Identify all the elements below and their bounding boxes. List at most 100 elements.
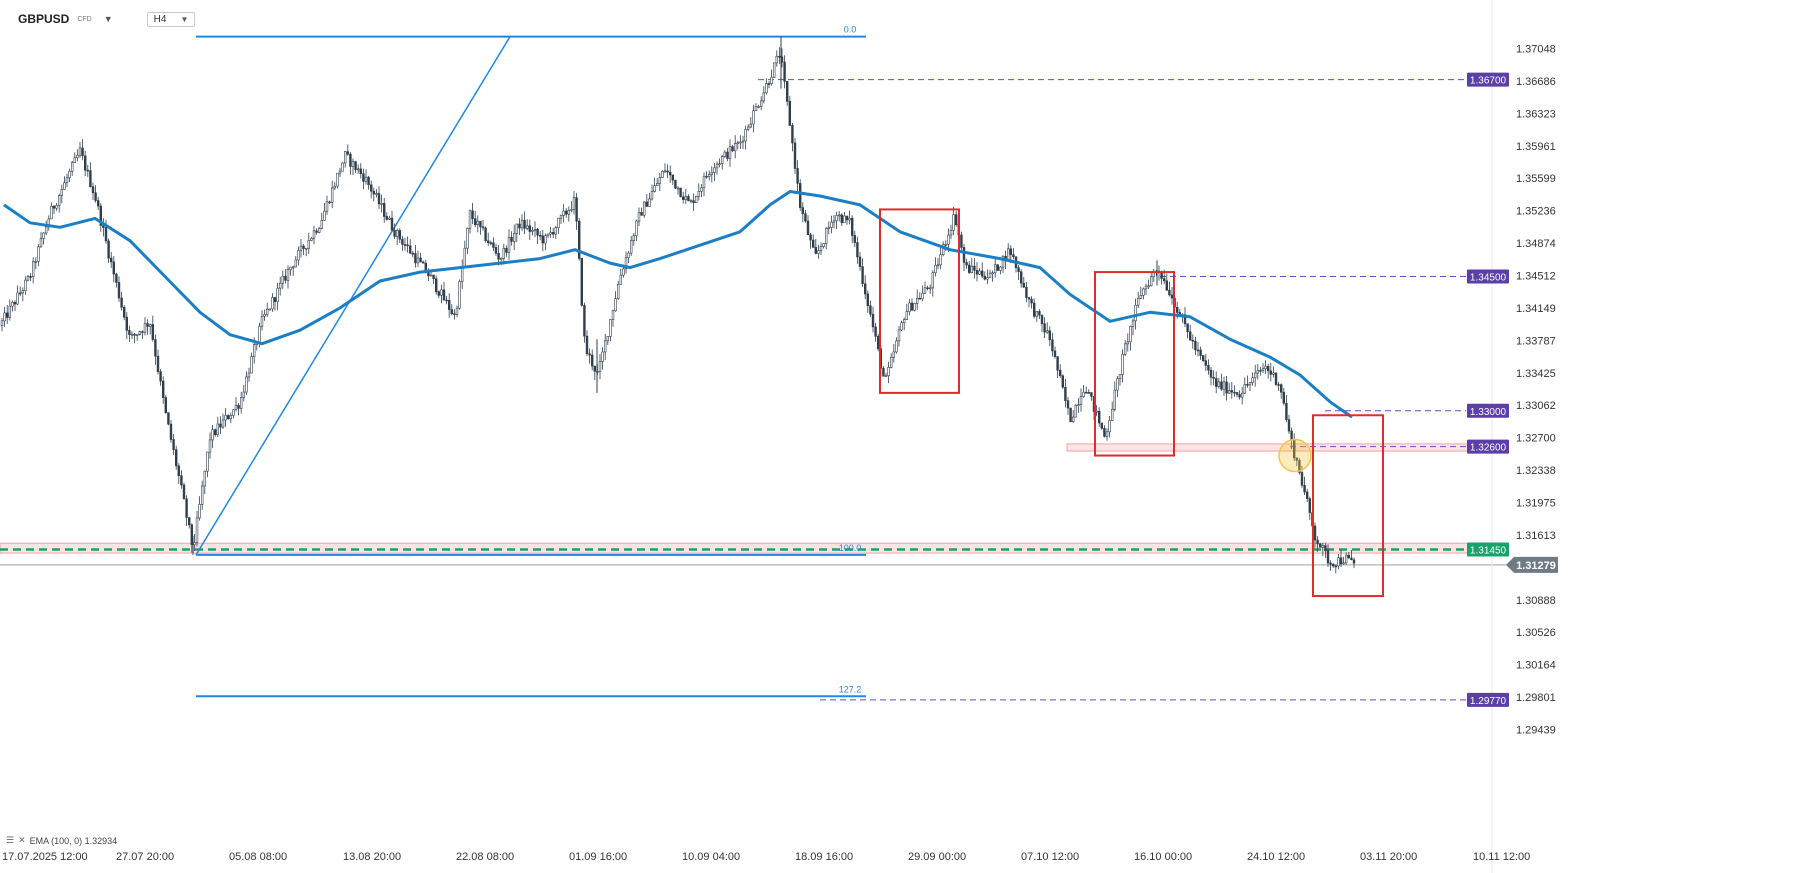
highlight-box-0[interactable] — [879, 208, 960, 394]
candle-body-348 — [905, 311, 909, 320]
candle-body-179 — [466, 228, 469, 249]
candle-body-55 — [143, 323, 147, 333]
candle-body-172 — [447, 299, 451, 310]
candle-body-248 — [645, 201, 649, 207]
symbol-dropdown-icon[interactable]: ▼ — [103, 14, 113, 24]
candle-body-251 — [653, 185, 656, 192]
candle-body-164 — [427, 272, 430, 277]
price-tick-9: 1.33787 — [1516, 335, 1556, 347]
highlight-boxes-layer[interactable] — [879, 208, 1384, 598]
candle-body-37 — [97, 200, 100, 207]
candle-body-365 — [949, 229, 953, 236]
time-axis[interactable]: 17.07.2025 12:00 27.07 20:00 05.08 08:00 13… — [2, 851, 1530, 863]
candle-body-8 — [21, 290, 24, 294]
highlight-box-1[interactable] — [1094, 271, 1175, 457]
candle-body-378 — [983, 275, 987, 280]
candle-body-53 — [138, 331, 141, 335]
candle-body-245 — [637, 212, 641, 222]
candle-body-448 — [1165, 280, 1169, 291]
candle-body-244 — [635, 220, 638, 237]
levels-layer — [0, 79, 1506, 701]
candle-body-255 — [663, 170, 667, 173]
fib-trend-line[interactable] — [195, 36, 511, 556]
candle-body-90 — [234, 404, 238, 411]
candle-body-265 — [689, 200, 693, 202]
candle-body-432 — [1124, 343, 1127, 355]
candle-body-306 — [796, 168, 799, 184]
candle-body-202 — [525, 225, 529, 229]
price-axis[interactable]: 1.37048 1.36686 1.36323 1.35961 1.35599 1.352… — [1491, 0, 1556, 873]
candle-body-477 — [1241, 392, 1244, 398]
candle-body-344 — [895, 340, 898, 353]
candle-body-490 — [1274, 372, 1278, 385]
candle-body-219 — [570, 209, 573, 211]
candle-body-162 — [421, 261, 425, 264]
candle-body-169 — [440, 289, 443, 296]
candle-body-334 — [869, 305, 872, 315]
candle-body-49 — [128, 330, 131, 335]
close-icon[interactable]: ✕ — [18, 835, 26, 845]
candle-body-292 — [759, 100, 763, 107]
supply-demand-zone-0 — [1066, 443, 1483, 452]
candle-body-366 — [952, 214, 955, 231]
candle-body-50 — [130, 333, 134, 336]
candle-body-117 — [304, 247, 308, 250]
candle-body-64 — [167, 412, 170, 425]
candle-body-233 — [606, 336, 610, 342]
candle-body-68 — [177, 465, 180, 476]
candle-body-221 — [575, 197, 578, 222]
candle-body-293 — [762, 92, 766, 102]
candle-body-131 — [341, 162, 344, 172]
candle-body-416 — [1082, 391, 1085, 397]
fibonacci-layer[interactable]: 0.0 100.0 127.2 — [195, 25, 866, 698]
candle-body-94 — [245, 376, 248, 393]
candle-body-343 — [892, 351, 896, 358]
candle-body-345 — [897, 329, 901, 342]
candle-body-425 — [1105, 431, 1109, 437]
candle-body-126 — [328, 201, 331, 204]
timeframe-selector[interactable]: H4 ▼ — [146, 11, 196, 27]
highlight-box-2[interactable] — [1312, 414, 1384, 598]
candle-body-218 — [567, 210, 571, 215]
price-tick-17: 1.30888 — [1516, 595, 1556, 607]
candle-body-19 — [50, 205, 53, 220]
candle-body-360 — [936, 264, 940, 267]
candle-body-128 — [333, 185, 336, 189]
candle-body-35 — [91, 186, 95, 194]
candle-body-212 — [551, 232, 555, 235]
support-level-label-bg — [1467, 542, 1509, 557]
price-tick-0: 1.37048 — [1516, 44, 1556, 56]
candle-body-330 — [858, 256, 862, 267]
candle-body-276 — [718, 163, 721, 166]
current-price-label: 1.31279 — [1516, 560, 1556, 572]
candle-body-483 — [1256, 370, 1260, 374]
symbol-name[interactable]: GBPUSD — [18, 12, 70, 26]
candle-body-256 — [666, 170, 669, 173]
candle-body-113 — [294, 259, 297, 268]
candle-body-311 — [809, 234, 812, 241]
candle-body-411 — [1069, 407, 1072, 422]
candle-body-238 — [619, 274, 623, 285]
candle-body-294 — [765, 83, 768, 94]
candle-body-458 — [1191, 339, 1195, 342]
settings-icon[interactable]: ☰ — [6, 835, 15, 845]
candle-body-57 — [149, 324, 152, 327]
price-tick-1: 1.36686 — [1516, 76, 1556, 88]
candle-body-355 — [923, 287, 927, 294]
candle-body-114 — [297, 250, 300, 261]
candle-body-2 — [5, 312, 9, 318]
candle-body-513 — [1334, 565, 1338, 568]
candle-body-436 — [1134, 304, 1137, 322]
candle-body-401 — [1043, 323, 1046, 333]
candle-body-63 — [164, 397, 167, 413]
candle-body-336 — [874, 326, 877, 337]
candle-body-228 — [593, 365, 597, 372]
candle-body-289 — [752, 110, 755, 125]
candle-body-216 — [562, 210, 565, 216]
candle-body-56 — [146, 323, 149, 327]
candle-body-424 — [1103, 428, 1106, 437]
candle-body-67 — [175, 449, 178, 467]
candle-body-61 — [159, 371, 162, 382]
candle-body-377 — [980, 270, 984, 277]
